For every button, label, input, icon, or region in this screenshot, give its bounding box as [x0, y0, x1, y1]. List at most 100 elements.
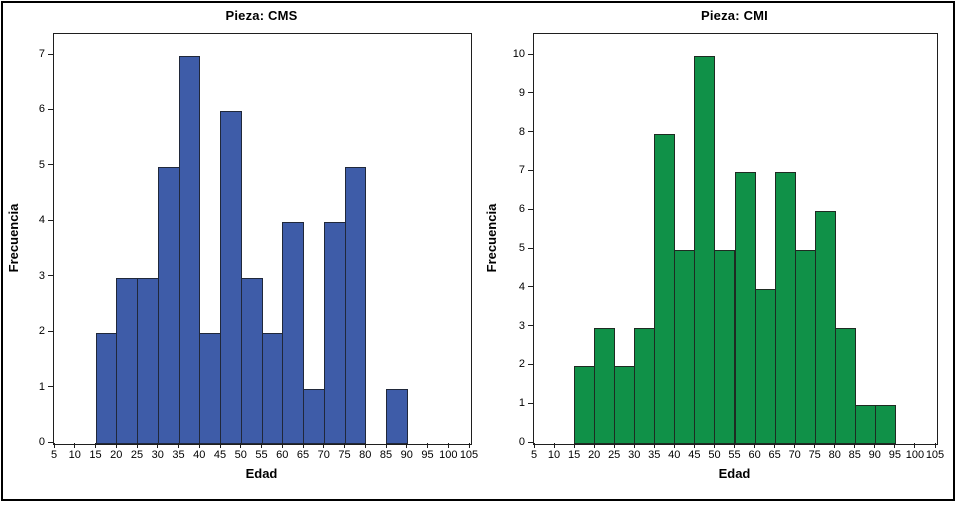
y-tick-mark: [48, 275, 53, 277]
y-tick-label: 6: [518, 203, 525, 216]
x-tick-label: 55: [255, 449, 268, 461]
y-tick-mark: [528, 208, 533, 210]
x-tick-mark: [302, 443, 304, 448]
x-tick-mark: [673, 443, 675, 448]
x-tick-label: 95: [888, 449, 902, 461]
chart-title: Pieza: CMS: [225, 8, 298, 23]
x-tick-label: 50: [708, 449, 721, 461]
x-tick-mark: [136, 443, 138, 448]
histogram-bar: [116, 277, 138, 444]
y-tick-label: 5: [38, 158, 45, 171]
x-tick-mark: [834, 443, 836, 448]
x-tick-mark: [533, 443, 535, 448]
y-tick-label: 7: [518, 164, 525, 177]
y-tick-label: 0: [518, 436, 525, 448]
y-tick-mark: [48, 441, 53, 443]
x-tick-label: 60: [748, 449, 761, 461]
histogram-bar: [834, 327, 856, 444]
histogram-bar: [674, 250, 696, 444]
y-tick-mark: [48, 219, 53, 221]
x-tick-mark: [157, 443, 159, 448]
x-tick-label: 45: [213, 449, 227, 461]
x-tick-mark: [914, 443, 916, 448]
y-tick-mark: [528, 363, 533, 365]
histogram-bar: [594, 327, 616, 444]
x-tick-mark: [447, 443, 449, 448]
histogram-bar: [199, 333, 221, 444]
x-tick-label: 30: [628, 449, 641, 461]
x-tick-label: 95: [421, 449, 434, 461]
histogram-bar: [386, 388, 408, 444]
histogram-bar: [157, 166, 180, 444]
x-tick-label: 70: [788, 449, 801, 461]
x-tick-mark: [794, 443, 796, 448]
x-tick-label: 90: [400, 449, 413, 461]
histogram-bar: [854, 405, 876, 444]
x-tick-mark: [653, 443, 655, 448]
x-tick-mark: [854, 443, 856, 448]
histogram-bar: [574, 366, 596, 444]
y-tick-mark: [528, 325, 533, 327]
x-tick-label: 15: [567, 449, 581, 461]
y-tick-label: 4: [518, 280, 525, 293]
x-tick-mark: [613, 443, 615, 448]
histogram-bar: [654, 133, 676, 444]
y-tick-mark: [528, 53, 533, 55]
x-tick-mark: [219, 443, 221, 448]
x-tick-mark: [573, 443, 575, 448]
x-tick-label: 85: [848, 449, 861, 461]
plot-area: [533, 33, 938, 445]
x-tick-label: 30: [151, 449, 164, 461]
y-tick-label: 7: [38, 48, 45, 60]
y-tick-label: 1: [38, 380, 45, 393]
histogram-bar: [178, 56, 201, 444]
x-tick-label: 75: [808, 449, 821, 461]
x-tick-mark: [115, 443, 117, 448]
x-tick-label: 40: [668, 449, 681, 461]
x-tick-label: 105: [459, 449, 479, 461]
histogram-bar: [137, 277, 159, 444]
x-tick-mark: [198, 443, 200, 448]
chart-title: Pieza: CMI: [700, 8, 768, 23]
x-tick-mark: [814, 443, 816, 448]
x-axis-label: Edad: [245, 466, 278, 481]
x-tick-label: 90: [868, 449, 881, 461]
y-tick-label: 3: [518, 319, 525, 332]
histogram-bar: [261, 333, 284, 444]
y-tick-label: 9: [518, 86, 525, 99]
histogram-bar: [774, 172, 796, 444]
histogram-bar: [714, 250, 736, 444]
x-tick-mark: [178, 443, 179, 448]
x-tick-mark: [261, 443, 262, 448]
x-tick-label: 45: [688, 449, 701, 461]
x-tick-mark: [894, 443, 896, 448]
histogram-bar: [814, 211, 836, 444]
x-tick-mark: [693, 443, 695, 448]
x-tick-label: 105: [925, 449, 945, 461]
y-tick-mark: [48, 108, 53, 110]
x-tick-label: 35: [648, 449, 661, 461]
y-tick-label: 8: [518, 125, 525, 138]
y-tick-label: 5: [518, 242, 525, 254]
chart-panel-cmi: Pieza: CMI Frecuencia Edad 0 1 2 3 4 5 6 7 8 9 10 5…: [478, 0, 956, 508]
y-tick-mark: [528, 131, 533, 133]
y-tick-mark: [528, 286, 533, 288]
y-tick-label: 1: [518, 397, 525, 410]
x-tick-mark: [281, 443, 283, 448]
x-tick-mark: [53, 443, 55, 448]
histogram-bar: [874, 405, 896, 444]
x-tick-mark: [934, 443, 936, 448]
y-tick-mark: [528, 402, 533, 404]
x-tick-mark: [406, 443, 408, 448]
x-tick-mark: [427, 443, 428, 448]
x-tick-label: 80: [359, 449, 372, 461]
x-tick-mark: [344, 443, 345, 448]
x-tick-label: 25: [130, 449, 144, 461]
x-tick-mark: [468, 443, 470, 448]
x-tick-mark: [714, 443, 715, 448]
x-tick-mark: [364, 443, 366, 448]
y-tick-mark: [48, 330, 53, 332]
y-tick-label: 2: [38, 325, 45, 338]
x-tick-label: 70: [317, 449, 330, 461]
y-tick-mark: [528, 169, 533, 171]
